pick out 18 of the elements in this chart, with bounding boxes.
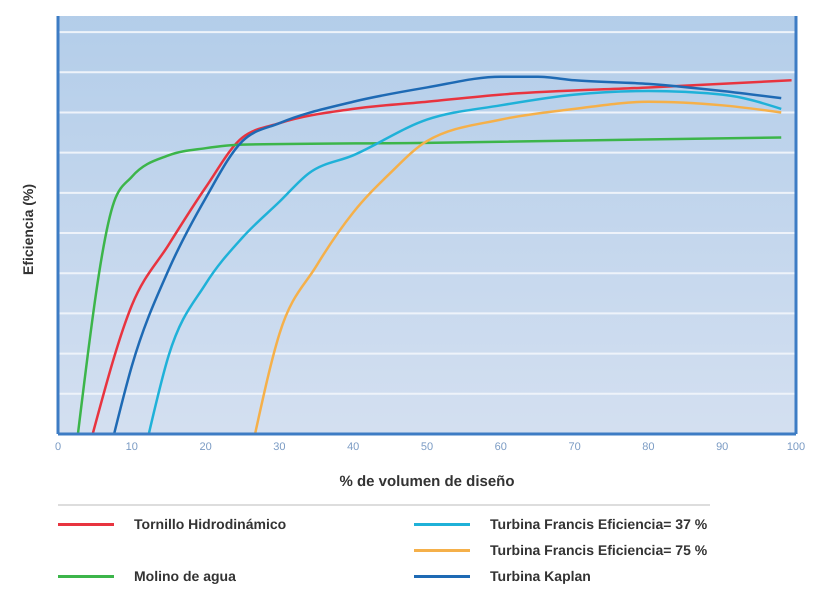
x-tick-label: 30 xyxy=(273,440,286,453)
legend-label: Turbina Kaplan xyxy=(490,568,591,584)
y-axis-title: Eficiencia (%) xyxy=(20,184,36,275)
x-tick-label: 10 xyxy=(126,440,138,453)
x-tick-label: 40 xyxy=(347,440,360,453)
x-tick-label: 90 xyxy=(716,440,728,453)
x-tick-label: 100 xyxy=(786,440,806,453)
x-tick-label: 60 xyxy=(494,440,507,453)
x-tick-label: 0 xyxy=(54,440,62,453)
x-tick-label: 80 xyxy=(642,440,655,453)
x-axis-title: % de volumen de diseño xyxy=(339,473,515,490)
legend-label: Turbina Francis Eficiencia= 37 % xyxy=(490,516,708,532)
legend-label: Tornillo Hidrodinámico xyxy=(134,516,286,532)
x-tick-label: 20 xyxy=(199,440,212,453)
x-tick-label: 50 xyxy=(420,440,434,453)
x-tick-label: 70 xyxy=(568,440,581,453)
legend-label: Turbina Francis Eficiencia= 75 % xyxy=(490,542,708,558)
legend-label: Molino de agua xyxy=(134,568,236,584)
